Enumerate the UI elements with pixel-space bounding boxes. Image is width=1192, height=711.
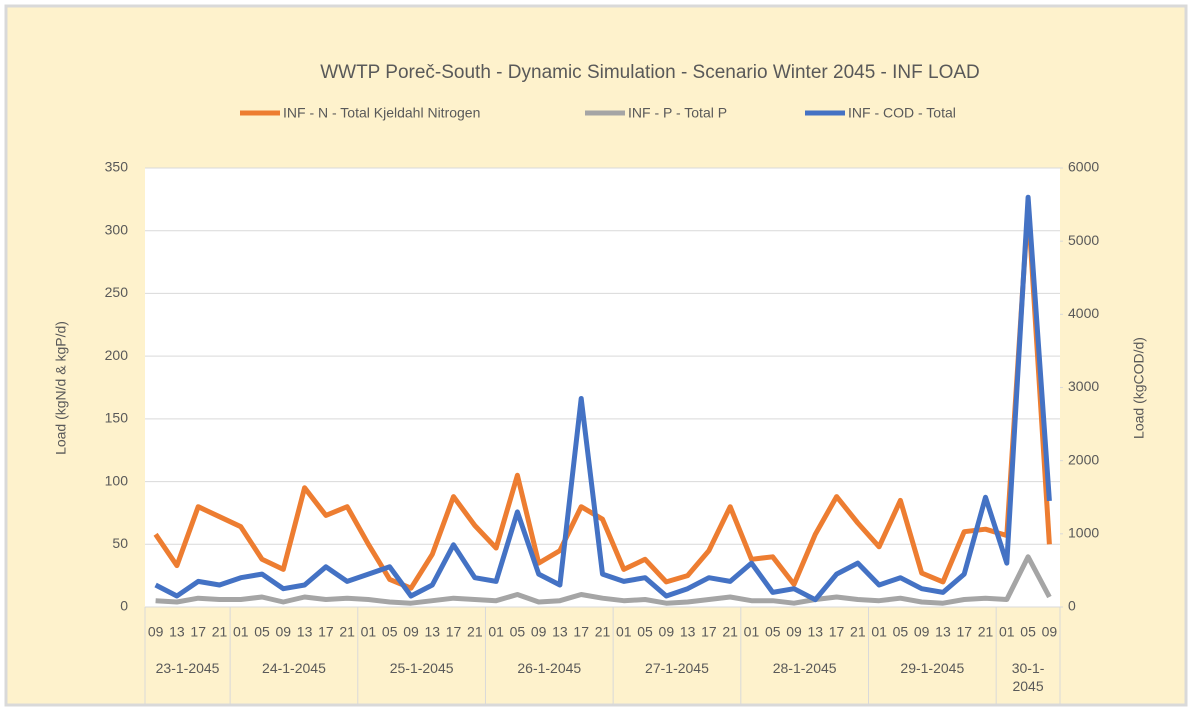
x-tick-label: 21 [850, 624, 866, 640]
legend-label: INF - COD - Total [848, 105, 956, 121]
x-tick-label: 17 [318, 624, 334, 640]
x-tick-label: 21 [595, 624, 611, 640]
x-tick-label: 09 [786, 624, 802, 640]
y2-tick-label: 6000 [1068, 159, 1099, 175]
x-tick-label: 21 [978, 624, 994, 640]
x-tick-label: 05 [510, 624, 526, 640]
x-tick-label: 17 [829, 624, 845, 640]
y2-axis-title: Load (kgCOD/d) [1131, 337, 1147, 439]
x-tick-label: 05 [893, 624, 909, 640]
y2-tick-label: 1000 [1068, 525, 1099, 541]
y-tick-label: 250 [105, 284, 129, 300]
x-tick-label: 13 [935, 624, 951, 640]
x-tick-label: 01 [361, 624, 377, 640]
x-tick-label: 01 [488, 624, 504, 640]
x-tick-label: 09 [403, 624, 419, 640]
x-tick-label: 21 [467, 624, 483, 640]
y-tick-label: 50 [112, 535, 128, 551]
y2-tick-label: 3000 [1068, 378, 1099, 394]
x-tick-label: 13 [808, 624, 824, 640]
x-tick-label: 05 [765, 624, 781, 640]
x-tick-label: 09 [914, 624, 930, 640]
date-label: 28-1-2045 [772, 660, 837, 676]
legend-label: INF - N - Total Kjeldahl Nitrogen [283, 105, 480, 121]
date-label: 29-1-2045 [900, 660, 965, 676]
x-tick-label: 09 [1042, 624, 1058, 640]
y-tick-label: 100 [105, 472, 129, 488]
x-tick-label: 13 [424, 624, 440, 640]
x-tick-label: 17 [446, 624, 462, 640]
series-line [155, 554, 1052, 606]
plot-area [145, 168, 1060, 607]
x-tick-label: 21 [722, 624, 738, 640]
x-tick-label: 01 [999, 624, 1015, 640]
x-tick-label: 21 [339, 624, 355, 640]
y-tick-label: 300 [105, 221, 129, 237]
x-tick-label: 05 [254, 624, 270, 640]
date-label: 23-1-2045 [155, 660, 220, 676]
date-label: 27-1-2045 [645, 660, 709, 676]
chart-title: WWTP Poreč-South - Dynamic Simulation - … [320, 62, 980, 83]
x-tick-label: 13 [552, 624, 568, 640]
legend-label: INF - P - Total P [628, 105, 727, 121]
y-tick-label: 150 [105, 410, 129, 426]
x-tick-label: 09 [531, 624, 547, 640]
x-tick-label: 17 [956, 624, 972, 640]
x-tick-label: 09 [659, 624, 675, 640]
x-tick-label: 09 [276, 624, 292, 640]
y2-tick-label: 0 [1068, 598, 1076, 614]
x-tick-label: 05 [1020, 624, 1036, 640]
date-label: 30-1-2045 [1011, 660, 1045, 694]
y-tick-label: 350 [105, 159, 129, 175]
x-tick-label: 17 [701, 624, 717, 640]
x-tick-label: 13 [297, 624, 313, 640]
x-tick-label: 13 [680, 624, 696, 640]
x-tick-label: 09 [148, 624, 164, 640]
y2-tick-label: 2000 [1068, 451, 1099, 467]
y-tick-label: 200 [105, 347, 129, 363]
x-tick-label: 05 [382, 624, 398, 640]
series-line [153, 203, 1052, 591]
y2-tick-label: 5000 [1068, 232, 1099, 248]
x-tick-label: 21 [212, 624, 228, 640]
x-tick-label: 13 [169, 624, 185, 640]
y-axis-title: Load (kgN/d & kgP/d) [53, 321, 69, 455]
series-line [154, 194, 1052, 603]
y-tick-label: 0 [120, 598, 128, 614]
x-tick-label: 05 [637, 624, 653, 640]
y2-tick-label: 4000 [1068, 305, 1099, 321]
x-tick-label: 01 [744, 624, 760, 640]
x-tick-label: 17 [573, 624, 589, 640]
x-tick-label: 17 [190, 624, 206, 640]
x-tick-label: 01 [871, 624, 887, 640]
x-tick-label: 01 [233, 624, 249, 640]
date-label: 24-1-2045 [262, 660, 326, 676]
date-label: 25-1-2045 [389, 660, 454, 676]
x-tick-label: 01 [616, 624, 632, 640]
date-label: 26-1-2045 [517, 660, 582, 676]
